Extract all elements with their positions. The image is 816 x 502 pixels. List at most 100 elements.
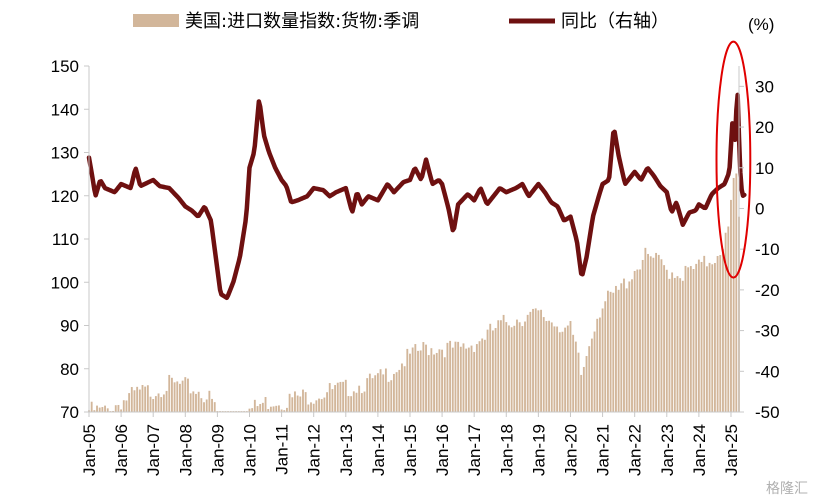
bar [540, 309, 542, 412]
bar [433, 354, 435, 412]
bar [708, 262, 711, 412]
bar [326, 392, 328, 412]
highlight-ellipse [715, 40, 752, 279]
bar [524, 321, 526, 412]
bar [192, 391, 195, 412]
bar [149, 396, 152, 412]
bar [713, 262, 716, 412]
bar [454, 341, 457, 412]
bar [657, 254, 660, 412]
bar [652, 257, 655, 412]
bar [649, 256, 652, 412]
bar [593, 331, 596, 412]
bar [154, 396, 157, 412]
bar [104, 405, 106, 412]
bar [294, 391, 296, 412]
bar [689, 266, 692, 412]
left-tick-label: 90 [60, 317, 79, 336]
bar [417, 350, 419, 412]
bar [615, 285, 617, 412]
bar [497, 320, 500, 412]
x-tick-label: Jan-08 [176, 424, 195, 476]
line-series [86, 92, 747, 301]
bar [491, 330, 494, 412]
bar [572, 334, 575, 412]
left-tick-label: 80 [60, 360, 79, 379]
bar [727, 226, 730, 412]
bar [607, 290, 609, 412]
bar [331, 389, 334, 412]
bar [422, 342, 425, 412]
bar [566, 325, 569, 412]
x-tick-label: Jan-16 [433, 424, 452, 476]
left-tick-label: 110 [52, 230, 79, 249]
bar [529, 311, 532, 412]
bar [272, 406, 275, 412]
legend: 美国:进口数量指数:货物:季调 同比（右轴） [133, 11, 669, 32]
x-tick-label: Jan-22 [626, 424, 645, 476]
bar [323, 397, 326, 412]
bar [516, 319, 518, 412]
bar [644, 247, 647, 412]
bar [387, 381, 390, 412]
bar [604, 301, 607, 412]
left-tick-label: 140 [51, 100, 79, 119]
bar [470, 345, 473, 412]
bar [419, 350, 422, 412]
bar [451, 347, 454, 412]
bar [299, 396, 302, 412]
bar [590, 338, 593, 412]
bar [663, 265, 666, 412]
bar [90, 401, 93, 412]
bar [505, 322, 508, 412]
left-tick-label: 150 [51, 57, 79, 76]
legend-bar-label: 美国:进口数量指数:货物:季调 [185, 11, 419, 32]
bar [101, 407, 104, 412]
bar [336, 382, 339, 412]
x-tick-label: Jan-13 [337, 424, 356, 476]
bar [489, 323, 492, 412]
bar [350, 396, 353, 412]
bar [253, 399, 256, 412]
bar [409, 353, 411, 412]
bar [435, 352, 438, 412]
bar [580, 374, 583, 412]
bar [283, 410, 286, 412]
bar [96, 405, 98, 412]
x-tick-label: Jan-20 [561, 424, 580, 476]
x-tick-label: Jan-06 [112, 424, 131, 476]
right-tick-label: -30 [755, 322, 780, 341]
right-tick-label: -10 [755, 240, 780, 259]
bar [251, 408, 254, 412]
bar [585, 356, 588, 412]
bar [363, 391, 366, 412]
bar [545, 321, 548, 412]
bar [208, 390, 211, 412]
bar [398, 369, 401, 412]
bar [647, 253, 649, 412]
bar [203, 402, 205, 412]
bar-series [88, 173, 740, 412]
bar [390, 380, 393, 412]
bar [636, 269, 639, 412]
bar [724, 232, 727, 412]
bar [537, 310, 540, 412]
bar [296, 395, 299, 412]
bar [117, 404, 120, 412]
bar [521, 326, 524, 412]
bar [213, 402, 216, 412]
bar [152, 399, 155, 412]
x-tick-label: Jan-23 [658, 424, 677, 476]
right-tick-label: -40 [755, 362, 780, 381]
bar [328, 383, 331, 412]
bar [114, 405, 117, 412]
bar [267, 409, 270, 412]
bar [176, 381, 179, 412]
bar [534, 308, 537, 412]
bar [261, 402, 264, 412]
bar [655, 252, 658, 412]
bar [200, 398, 203, 412]
watermark: 格隆汇 [766, 481, 808, 497]
bar [122, 400, 125, 412]
x-tick-label: Jan-14 [369, 424, 388, 476]
